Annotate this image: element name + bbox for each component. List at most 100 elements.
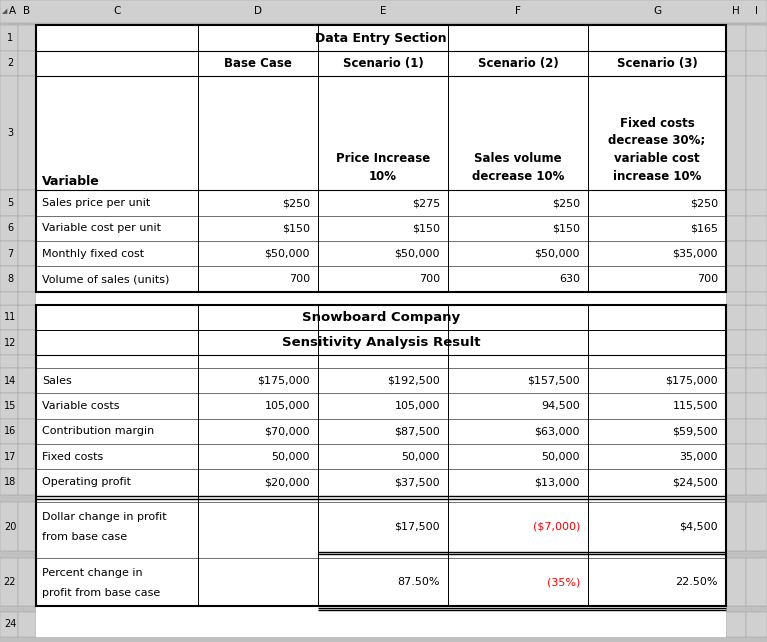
Text: H: H bbox=[732, 6, 740, 17]
Text: $63,000: $63,000 bbox=[535, 426, 580, 437]
Text: $150: $150 bbox=[552, 223, 580, 234]
Bar bbox=[18, 444, 36, 469]
Text: F: F bbox=[515, 6, 521, 17]
Bar bbox=[726, 444, 746, 469]
Bar bbox=[36, 26, 726, 292]
Bar bbox=[746, 51, 767, 76]
Bar bbox=[18, 559, 36, 607]
Bar bbox=[0, 292, 18, 304]
Bar bbox=[0, 304, 18, 330]
Bar bbox=[0, 330, 18, 355]
Text: 11: 11 bbox=[4, 312, 16, 322]
Bar bbox=[726, 304, 746, 330]
Bar bbox=[746, 355, 767, 368]
Text: 2: 2 bbox=[7, 58, 13, 69]
Bar bbox=[746, 330, 767, 355]
Bar bbox=[18, 51, 36, 76]
Text: $50,000: $50,000 bbox=[265, 248, 310, 259]
Text: 22: 22 bbox=[4, 577, 16, 587]
Text: 15: 15 bbox=[4, 401, 16, 411]
Text: $50,000: $50,000 bbox=[535, 248, 580, 259]
Bar bbox=[0, 190, 18, 216]
Bar bbox=[18, 330, 36, 355]
Text: Scenario (1): Scenario (1) bbox=[343, 57, 423, 70]
Text: 700: 700 bbox=[289, 274, 310, 284]
Bar bbox=[0, 612, 18, 637]
Bar bbox=[746, 394, 767, 419]
Bar bbox=[18, 304, 36, 330]
Bar bbox=[746, 266, 767, 292]
Text: decrease 30%;: decrease 30%; bbox=[608, 134, 706, 147]
Bar bbox=[726, 394, 746, 419]
Bar bbox=[18, 241, 36, 266]
Bar bbox=[0, 368, 18, 394]
Text: 50,000: 50,000 bbox=[401, 452, 440, 462]
Bar bbox=[0, 216, 18, 241]
Text: Fixed costs: Fixed costs bbox=[620, 117, 694, 130]
Bar bbox=[18, 469, 36, 495]
Text: $17,500: $17,500 bbox=[394, 521, 440, 532]
Text: 94,500: 94,500 bbox=[542, 401, 580, 411]
Bar bbox=[746, 304, 767, 330]
Bar bbox=[0, 76, 18, 190]
Bar bbox=[726, 612, 746, 637]
Text: 8: 8 bbox=[7, 274, 13, 284]
Text: $70,000: $70,000 bbox=[265, 426, 310, 437]
Bar bbox=[746, 559, 767, 607]
Text: 35,000: 35,000 bbox=[680, 452, 718, 462]
Text: $13,000: $13,000 bbox=[535, 477, 580, 487]
Bar bbox=[746, 612, 767, 637]
Text: 20: 20 bbox=[4, 521, 16, 532]
Bar bbox=[18, 368, 36, 394]
Bar bbox=[18, 76, 36, 190]
Text: Sales: Sales bbox=[42, 376, 72, 386]
Text: Scenario (2): Scenario (2) bbox=[478, 57, 558, 70]
Text: 700: 700 bbox=[419, 274, 440, 284]
Bar bbox=[0, 559, 18, 607]
Text: 24: 24 bbox=[4, 620, 16, 629]
Text: ◢: ◢ bbox=[2, 8, 8, 14]
Bar bbox=[726, 241, 746, 266]
Bar bbox=[0, 355, 18, 368]
Bar bbox=[726, 266, 746, 292]
Bar bbox=[18, 503, 36, 551]
Bar bbox=[18, 190, 36, 216]
Text: ($7,000): ($7,000) bbox=[532, 521, 580, 532]
Bar bbox=[18, 394, 36, 419]
Bar bbox=[726, 469, 746, 495]
Bar bbox=[726, 330, 746, 355]
Text: $250: $250 bbox=[690, 198, 718, 208]
Text: Sales price per unit: Sales price per unit bbox=[42, 198, 150, 208]
Bar bbox=[0, 444, 18, 469]
Text: Operating profit: Operating profit bbox=[42, 477, 131, 487]
Text: $50,000: $50,000 bbox=[394, 248, 440, 259]
Text: 700: 700 bbox=[697, 274, 718, 284]
Text: Data Entry Section: Data Entry Section bbox=[315, 31, 447, 44]
Bar bbox=[0, 0, 767, 23]
Bar bbox=[0, 51, 18, 76]
Bar bbox=[0, 241, 18, 266]
Text: $37,500: $37,500 bbox=[394, 477, 440, 487]
Text: $20,000: $20,000 bbox=[265, 477, 310, 487]
Text: $165: $165 bbox=[690, 223, 718, 234]
Text: $59,500: $59,500 bbox=[673, 426, 718, 437]
Bar bbox=[746, 26, 767, 51]
Text: 22.50%: 22.50% bbox=[676, 577, 718, 587]
Text: 17: 17 bbox=[4, 452, 16, 462]
Text: Sensitivity Analysis Result: Sensitivity Analysis Result bbox=[281, 336, 480, 349]
Text: 12: 12 bbox=[4, 338, 16, 347]
Bar bbox=[726, 216, 746, 241]
Bar bbox=[726, 190, 746, 216]
Text: Base Case: Base Case bbox=[224, 57, 292, 70]
Bar bbox=[18, 355, 36, 368]
Text: 7: 7 bbox=[7, 248, 13, 259]
Bar bbox=[746, 444, 767, 469]
Text: Contribution margin: Contribution margin bbox=[42, 426, 154, 437]
Text: 1: 1 bbox=[7, 33, 13, 43]
Bar bbox=[18, 266, 36, 292]
Text: $250: $250 bbox=[552, 198, 580, 208]
Bar bbox=[0, 266, 18, 292]
Text: Variable: Variable bbox=[42, 175, 100, 188]
Text: 3: 3 bbox=[7, 128, 13, 138]
Text: $175,000: $175,000 bbox=[258, 376, 310, 386]
